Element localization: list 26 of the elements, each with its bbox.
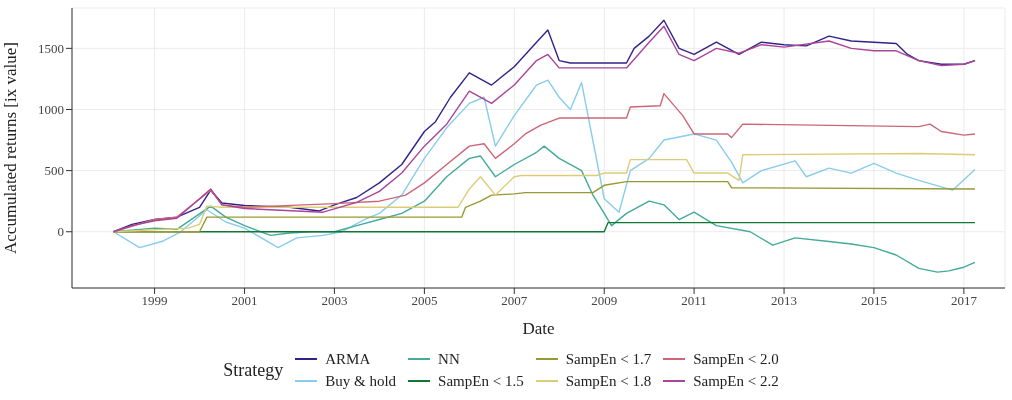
legend-label: Buy & hold — [325, 372, 397, 390]
legend-label: SampEn < 2.0 — [693, 350, 779, 368]
x-tick-label: 2017 — [950, 293, 978, 309]
x-tick-label: 2007 — [501, 293, 528, 309]
x-tick-label: 2011 — [681, 293, 707, 309]
x-tick-label: 2003 — [321, 293, 348, 309]
line-series — [112, 79, 976, 249]
x-tick-label: 2005 — [411, 293, 438, 309]
y-tick-label: 1500 — [38, 40, 64, 56]
legend-label: NN — [438, 350, 460, 368]
y-tick-label: 0 — [57, 224, 64, 240]
legend-label: SampEn < 1.7 — [565, 350, 652, 368]
legend-title: Strategy — [223, 359, 284, 381]
x-tick-label: 1999 — [141, 293, 168, 309]
legend-label: SampEn < 2.2 — [693, 372, 779, 390]
legend-label: SampEn < 1.8 — [565, 372, 652, 390]
x-tick-label: 2009 — [591, 293, 618, 309]
x-tick-label: 2015 — [860, 293, 887, 309]
y-tick-label: 500 — [44, 163, 64, 179]
x-axis-title: Date — [522, 319, 555, 338]
x-tick-label: 2013 — [771, 293, 798, 309]
legend-label: ARMA — [325, 350, 371, 368]
legend-label: SampEn < 1.5 — [438, 372, 524, 390]
y-tick-label: 1000 — [38, 102, 64, 118]
y-axis-title: Accumulated returns [ix value] — [1, 42, 21, 254]
x-tick-label: 2001 — [231, 293, 258, 309]
